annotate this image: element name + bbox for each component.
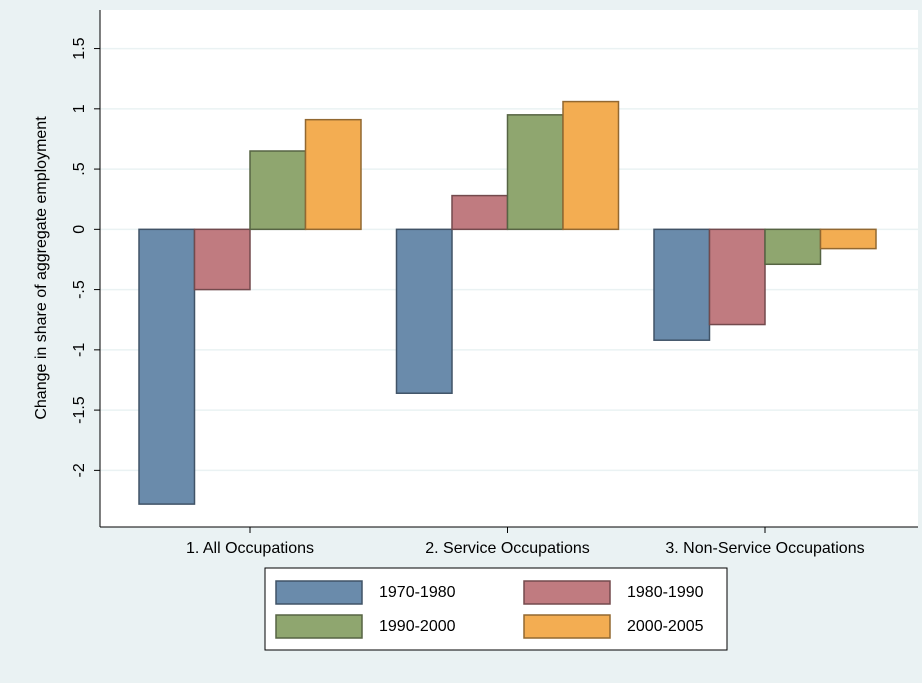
bar	[708, 228, 766, 326]
x-tick-label: 1. All Occupations	[186, 540, 314, 557]
legend-swatch	[275, 614, 363, 639]
legend-swatch	[275, 580, 363, 605]
bar	[562, 100, 620, 231]
legend-label: 2000-2005	[627, 618, 704, 635]
y-axis-label: Change in share of aggregate employment	[33, 116, 50, 420]
y-tick-label: 1	[71, 104, 88, 113]
y-tick-label: -1.5	[71, 396, 88, 424]
bar	[819, 228, 877, 250]
y-tick-label: -2	[71, 463, 88, 477]
legend-label: 1970-1980	[379, 584, 456, 601]
bar	[193, 228, 251, 291]
legend-swatch	[523, 614, 611, 639]
x-tick-label: 3. Non-Service Occupations	[665, 540, 864, 557]
bar	[764, 228, 822, 266]
legend-label: 1990-2000	[379, 618, 456, 635]
y-tick-label: .5	[71, 162, 88, 175]
bar	[506, 114, 564, 231]
legend-label: 1980-1990	[627, 584, 704, 601]
y-tick-label: 0	[71, 225, 88, 234]
bar	[395, 228, 453, 394]
legend-swatch	[523, 580, 611, 605]
y-tick-label: -.5	[71, 280, 88, 299]
bar	[304, 118, 362, 231]
bar	[249, 150, 307, 231]
x-tick-label: 2. Service Occupations	[425, 540, 590, 557]
y-tick-label: 1.5	[71, 37, 88, 59]
y-tick-label: -1	[71, 343, 88, 357]
bar	[451, 194, 509, 231]
bar	[653, 228, 711, 341]
bar	[138, 228, 196, 505]
